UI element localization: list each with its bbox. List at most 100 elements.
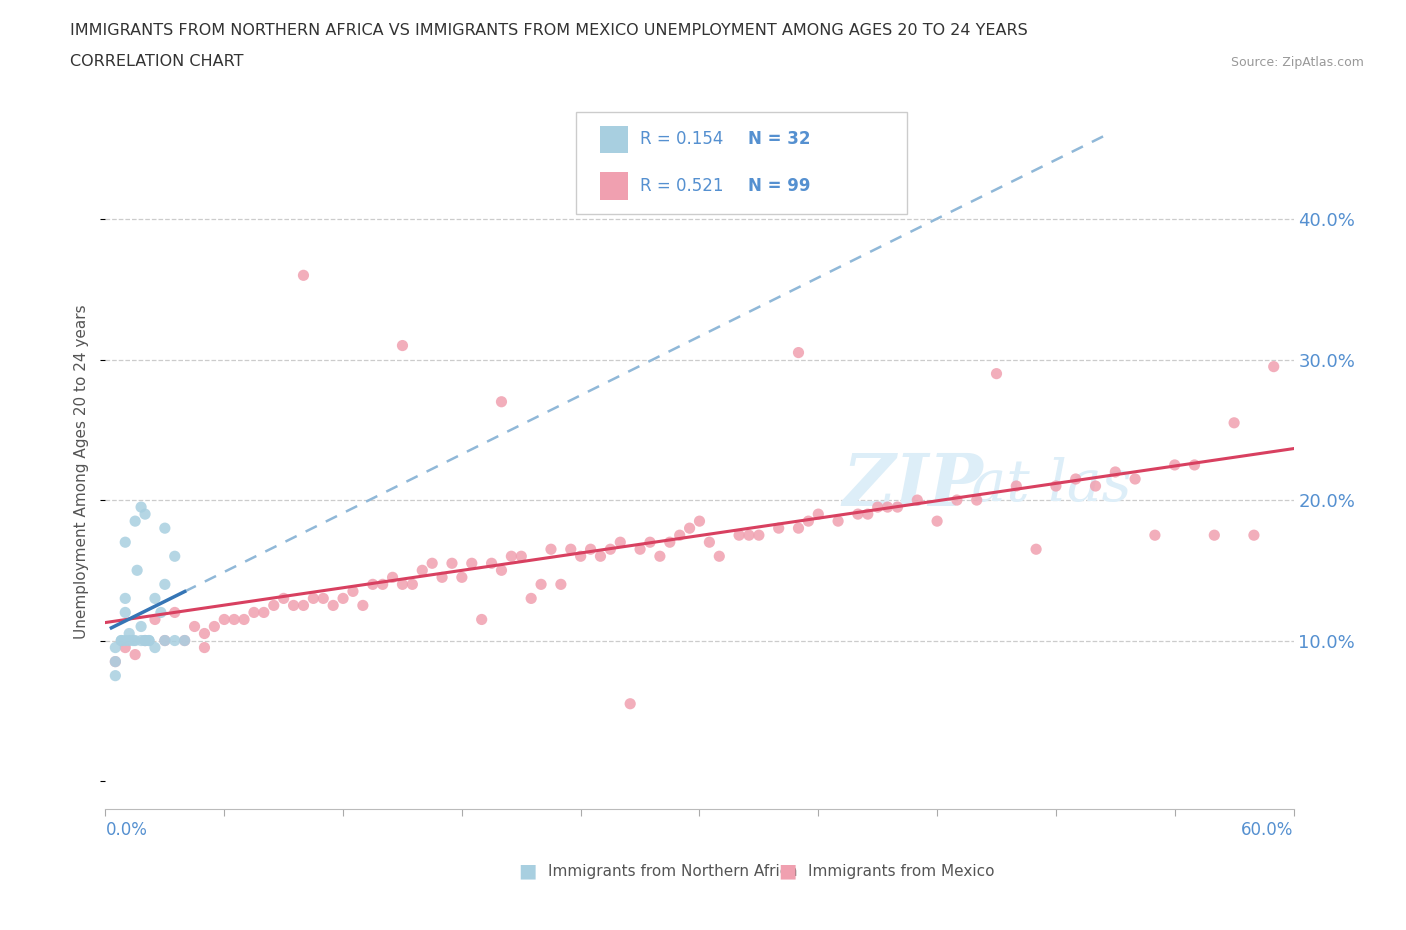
Point bbox=[658, 535, 681, 550]
Point bbox=[143, 591, 166, 605]
Point bbox=[163, 605, 186, 620]
Text: N = 99: N = 99 bbox=[748, 177, 810, 195]
Point bbox=[193, 640, 215, 655]
Point bbox=[689, 513, 711, 528]
Text: ZIP: ZIP bbox=[842, 450, 983, 521]
Point bbox=[1123, 472, 1146, 486]
Point bbox=[292, 268, 315, 283]
Point bbox=[104, 640, 127, 655]
Point bbox=[530, 577, 553, 591]
Point bbox=[149, 605, 172, 620]
Point bbox=[202, 619, 225, 634]
Point bbox=[886, 499, 908, 514]
Point bbox=[104, 654, 127, 669]
Text: 0.0%: 0.0% bbox=[105, 820, 148, 839]
Point bbox=[114, 605, 136, 620]
Text: CORRELATION CHART: CORRELATION CHART bbox=[70, 54, 243, 69]
Point bbox=[510, 549, 533, 564]
Text: R = 0.521: R = 0.521 bbox=[640, 177, 723, 195]
Point bbox=[124, 513, 146, 528]
Text: Source: ZipAtlas.com: Source: ZipAtlas.com bbox=[1230, 56, 1364, 69]
Point bbox=[129, 619, 152, 634]
Point bbox=[153, 633, 176, 648]
Point bbox=[827, 513, 849, 528]
Point bbox=[1143, 527, 1166, 542]
Point bbox=[599, 542, 621, 557]
Point bbox=[114, 640, 136, 655]
Point bbox=[1204, 527, 1226, 542]
Point bbox=[787, 345, 810, 360]
Point bbox=[946, 493, 969, 508]
Point bbox=[579, 542, 602, 557]
Point bbox=[440, 556, 463, 571]
Text: N = 32: N = 32 bbox=[748, 130, 810, 149]
Point bbox=[411, 563, 433, 578]
Text: at las: at las bbox=[842, 458, 1132, 513]
Point bbox=[110, 633, 132, 648]
Point bbox=[214, 612, 236, 627]
Point bbox=[114, 591, 136, 605]
Point bbox=[699, 535, 721, 550]
Point bbox=[292, 598, 315, 613]
Point bbox=[619, 697, 641, 711]
Point bbox=[461, 556, 484, 571]
Point bbox=[807, 507, 830, 522]
Point bbox=[273, 591, 295, 605]
Point bbox=[342, 584, 364, 599]
Point bbox=[143, 612, 166, 627]
Point bbox=[118, 626, 141, 641]
Point bbox=[124, 647, 146, 662]
Point bbox=[1045, 479, 1067, 494]
Point bbox=[302, 591, 325, 605]
Point bbox=[481, 556, 503, 571]
Point bbox=[134, 633, 156, 648]
Point bbox=[876, 499, 898, 514]
Point bbox=[138, 633, 160, 648]
Point bbox=[768, 521, 790, 536]
Point bbox=[925, 513, 948, 528]
Point bbox=[124, 633, 146, 648]
Point bbox=[361, 577, 384, 591]
Point bbox=[986, 366, 1008, 381]
Point bbox=[153, 577, 176, 591]
Point bbox=[143, 640, 166, 655]
Point bbox=[1243, 527, 1265, 542]
Point bbox=[391, 577, 413, 591]
Text: ■: ■ bbox=[517, 862, 537, 881]
Text: ■: ■ bbox=[778, 862, 797, 881]
Y-axis label: Unemployment Among Ages 20 to 24 years: Unemployment Among Ages 20 to 24 years bbox=[75, 305, 90, 639]
Point bbox=[127, 563, 149, 578]
Point bbox=[678, 521, 700, 536]
Point bbox=[118, 633, 141, 648]
Point bbox=[1005, 479, 1028, 494]
Point bbox=[797, 513, 820, 528]
Point bbox=[787, 521, 810, 536]
Point bbox=[709, 549, 731, 564]
Point bbox=[1164, 458, 1187, 472]
Point bbox=[173, 633, 195, 648]
Point bbox=[104, 669, 127, 684]
Point bbox=[110, 633, 132, 648]
Text: Immigrants from Northern Africa: Immigrants from Northern Africa bbox=[548, 864, 799, 879]
Point bbox=[420, 556, 443, 571]
Text: 60.0%: 60.0% bbox=[1241, 820, 1294, 839]
Point bbox=[134, 633, 156, 648]
Point bbox=[609, 535, 631, 550]
Point bbox=[748, 527, 770, 542]
Point bbox=[728, 527, 751, 542]
Point bbox=[648, 549, 671, 564]
Point bbox=[540, 542, 562, 557]
Point bbox=[668, 527, 690, 542]
Point bbox=[501, 549, 523, 564]
Point bbox=[114, 535, 136, 550]
Point bbox=[129, 633, 152, 648]
Point bbox=[263, 598, 285, 613]
Point bbox=[122, 633, 145, 648]
Point bbox=[371, 577, 394, 591]
Point bbox=[1104, 465, 1126, 480]
Point bbox=[243, 605, 266, 620]
Point bbox=[114, 633, 136, 648]
Point bbox=[381, 570, 404, 585]
Point bbox=[550, 577, 572, 591]
Point bbox=[1084, 479, 1107, 494]
